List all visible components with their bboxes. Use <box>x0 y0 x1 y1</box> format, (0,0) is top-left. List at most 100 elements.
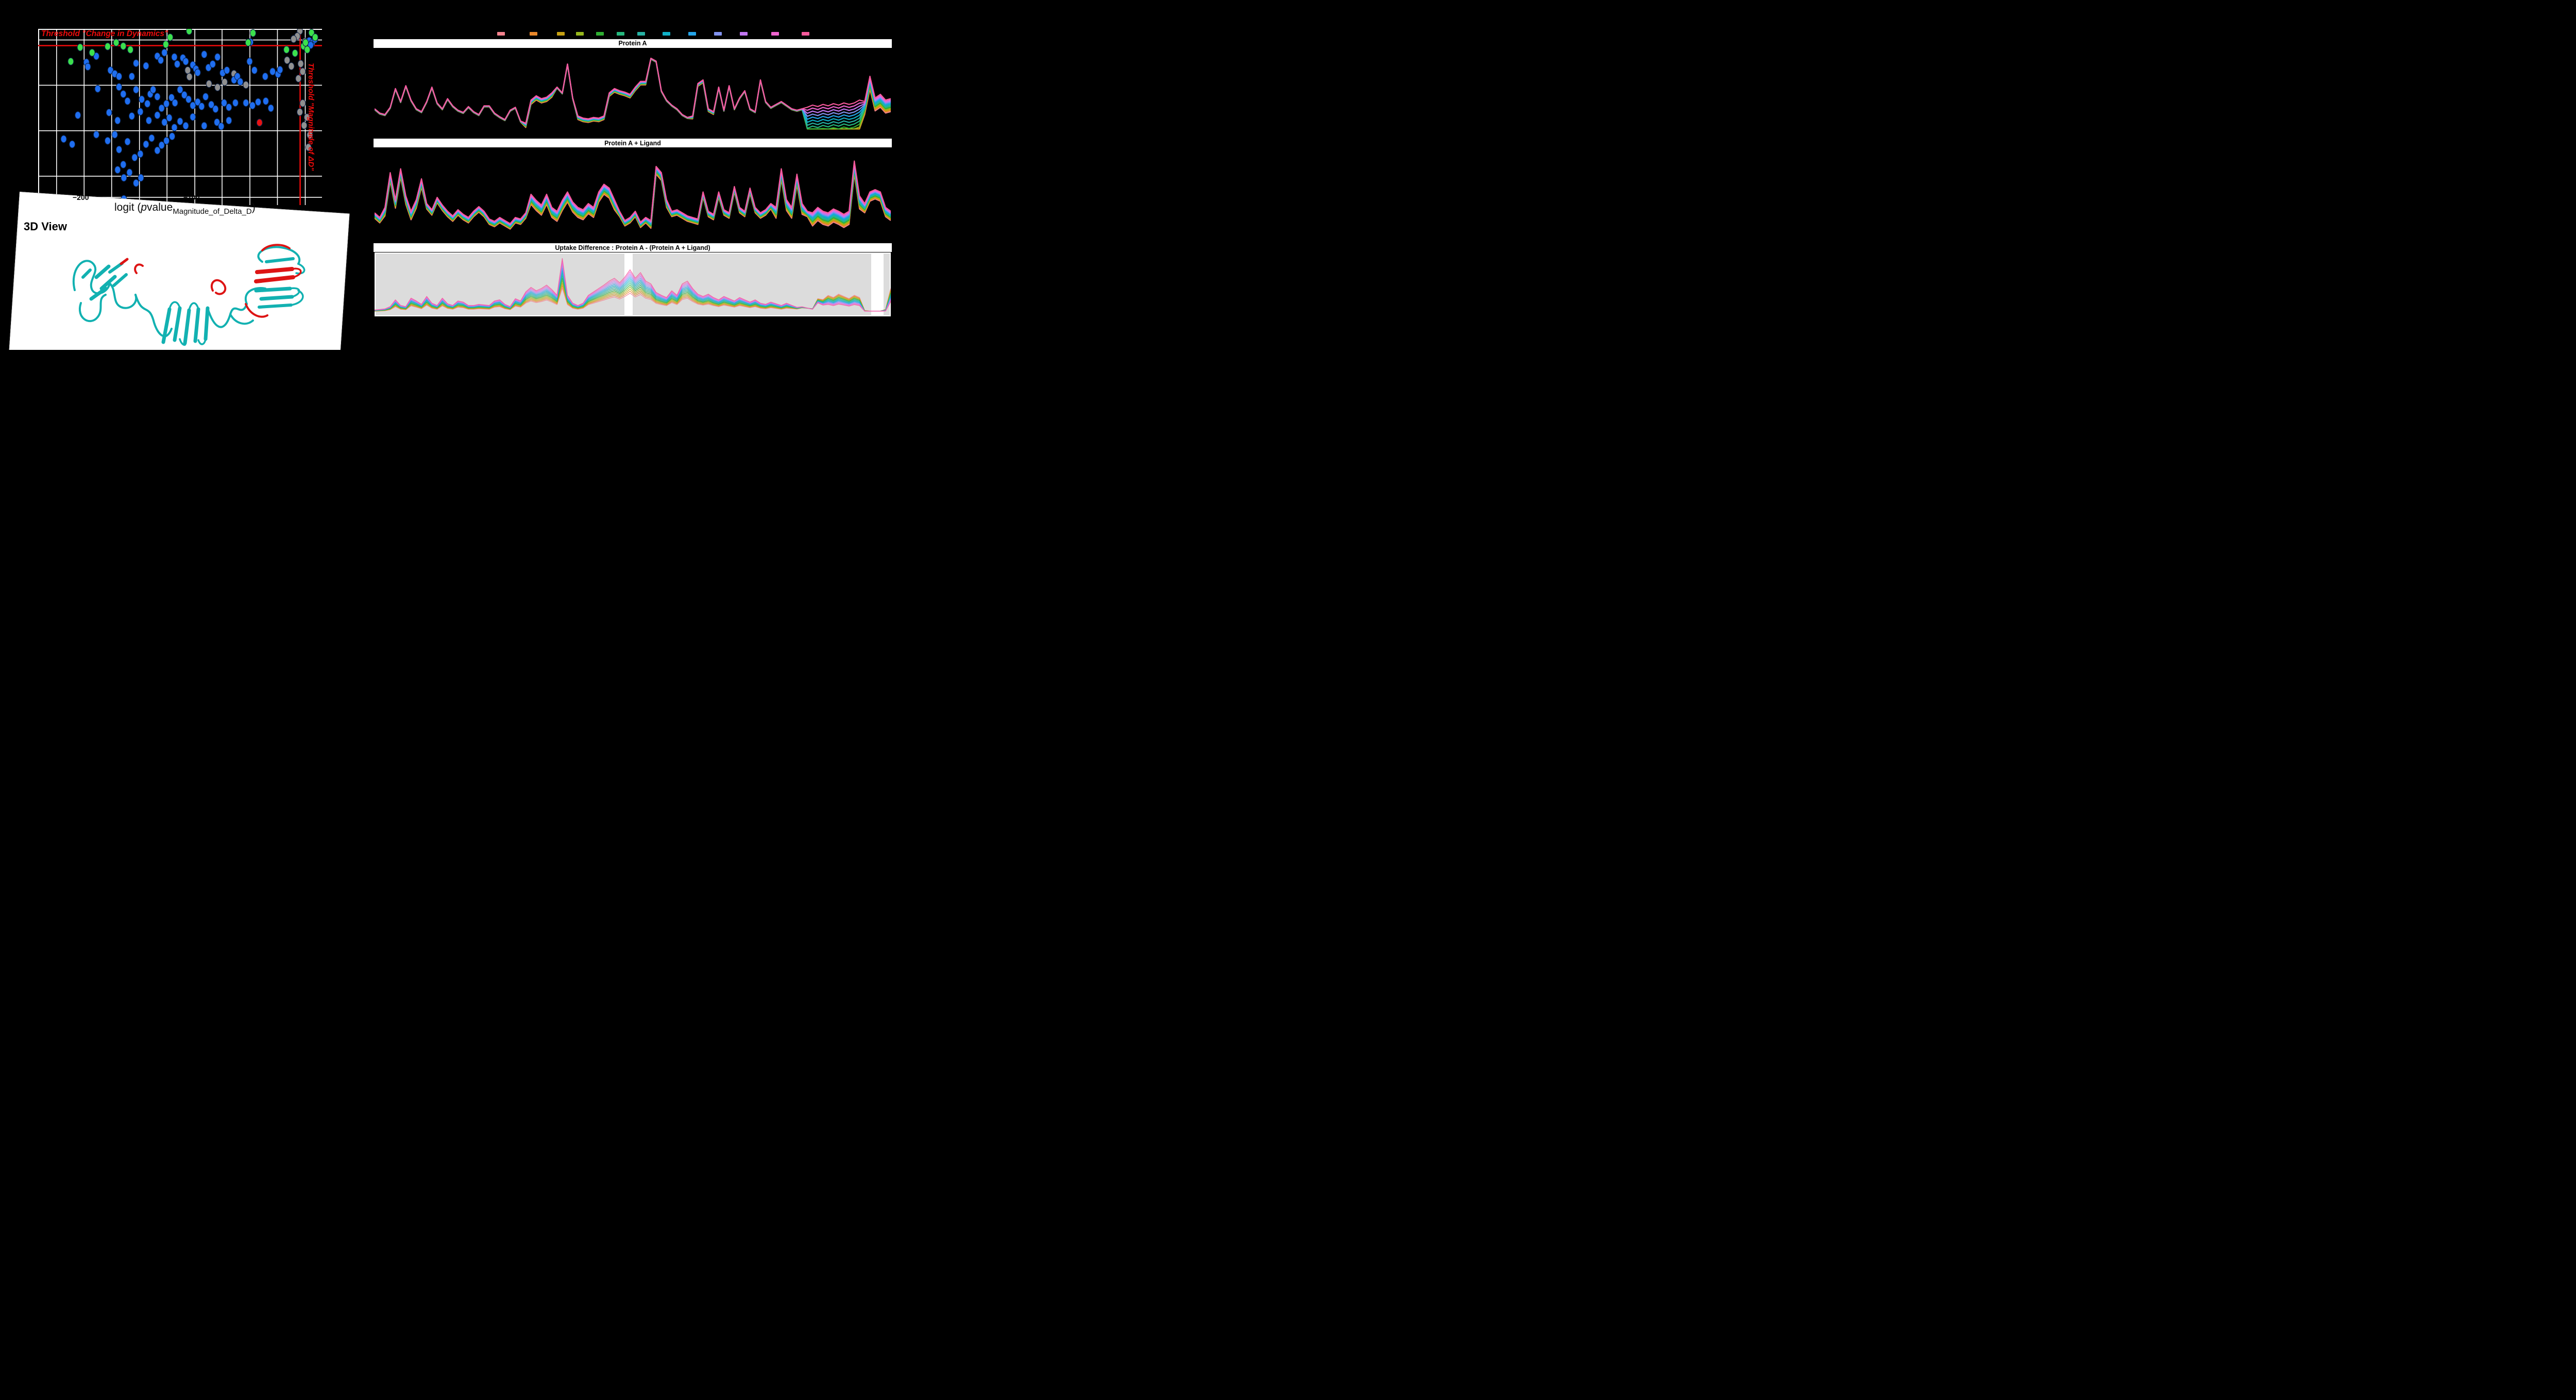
volcano-point-blue[interactable] <box>144 99 151 108</box>
legend-swatch-timepoint[interactable] <box>529 32 537 36</box>
volcano-point-gray[interactable] <box>243 81 249 89</box>
uptake-series-line[interactable] <box>375 160 891 225</box>
volcano-point-blue[interactable] <box>218 122 225 130</box>
volcano-point-blue[interactable] <box>243 99 249 107</box>
volcano-point-green[interactable] <box>292 49 298 57</box>
volcano-point-blue[interactable] <box>221 99 227 107</box>
volcano-point-blue[interactable] <box>137 108 144 116</box>
legend-swatch-timepoint[interactable] <box>616 32 624 36</box>
uptake-series-line[interactable] <box>375 258 891 312</box>
volcano-point-green[interactable] <box>113 39 120 47</box>
volcano-point-blue[interactable] <box>133 86 140 94</box>
volcano-point-gray[interactable] <box>288 62 295 71</box>
volcano-point-green[interactable] <box>120 42 127 50</box>
volcano-point-blue[interactable] <box>208 100 215 109</box>
uptake-series-line[interactable] <box>375 57 891 124</box>
volcano-point-blue[interactable] <box>166 114 173 122</box>
volcano-point-blue[interactable] <box>121 174 127 182</box>
volcano-point-blue[interactable] <box>157 56 164 64</box>
volcano-point-green[interactable] <box>308 29 315 37</box>
volcano-point-blue[interactable] <box>234 72 241 80</box>
uptake-difference-chart[interactable] <box>375 252 891 316</box>
volcano-point-blue[interactable] <box>226 116 232 125</box>
volcano-point-green[interactable] <box>283 45 290 54</box>
volcano-point-blue[interactable] <box>232 99 239 107</box>
volcano-point-blue[interactable] <box>138 174 144 182</box>
volcano-point-blue[interactable] <box>163 99 170 108</box>
volcano-point-blue[interactable] <box>262 97 269 105</box>
legend-swatch-timepoint[interactable] <box>771 32 779 36</box>
volcano-point-blue[interactable] <box>212 105 219 113</box>
volcano-point-blue[interactable] <box>120 160 127 168</box>
volcano-point-green[interactable] <box>302 39 309 47</box>
volcano-point-gray[interactable] <box>186 73 193 81</box>
volcano-point-blue[interactable] <box>143 140 149 148</box>
volcano-point-blue[interactable] <box>161 118 168 126</box>
volcano-point-gray[interactable] <box>305 143 312 151</box>
volcano-point-gray[interactable] <box>284 56 291 64</box>
volcano-point-blue[interactable] <box>169 132 176 141</box>
volcano-point-gray[interactable] <box>303 113 310 122</box>
volcano-point-blue[interactable] <box>154 146 161 155</box>
volcano-point-blue[interactable] <box>145 116 152 125</box>
volcano-point-gray[interactable] <box>221 78 228 86</box>
volcano-point-blue[interactable] <box>84 62 91 71</box>
volcano-point-blue[interactable] <box>143 62 149 70</box>
volcano-point-blue[interactable] <box>158 104 165 112</box>
volcano-point-green[interactable] <box>186 29 193 35</box>
volcano-point-blue[interactable] <box>120 90 127 98</box>
volcano-point-blue[interactable] <box>237 78 244 86</box>
legend-swatch-timepoint[interactable] <box>688 32 696 36</box>
volcano-point-blue[interactable] <box>111 130 118 139</box>
volcano-point-blue[interactable] <box>148 134 155 142</box>
volcano-point-blue[interactable] <box>107 66 114 74</box>
volcano-point-blue[interactable] <box>262 72 268 80</box>
legend-swatch-timepoint[interactable] <box>801 32 809 36</box>
volcano-point-blue[interactable] <box>171 123 178 132</box>
volcano-point-blue[interactable] <box>69 140 76 148</box>
volcano-point-gray[interactable] <box>295 74 302 82</box>
volcano-point-blue[interactable] <box>171 53 178 61</box>
volcano-point-blue[interactable] <box>194 69 201 77</box>
volcano-point-blue[interactable] <box>75 111 81 120</box>
volcano-point-gray[interactable] <box>297 60 304 68</box>
volcano-point-blue[interactable] <box>94 85 101 93</box>
volcano-point-blue[interactable] <box>267 104 274 112</box>
volcano-point-green[interactable] <box>312 33 318 41</box>
volcano-point-blue[interactable] <box>201 122 208 130</box>
volcano-point-blue[interactable] <box>174 60 181 68</box>
volcano-point-blue[interactable] <box>209 60 216 68</box>
volcano-point-blue[interactable] <box>133 59 140 68</box>
volcano-point-blue[interactable] <box>115 83 123 91</box>
volcano-point-blue[interactable] <box>214 118 221 126</box>
volcano-point-gray[interactable] <box>299 68 306 76</box>
volcano-point-blue[interactable] <box>128 112 135 120</box>
volcano-point-blue[interactable] <box>163 137 170 145</box>
volcano-point-blue[interactable] <box>114 116 121 125</box>
legend-swatch-timepoint[interactable] <box>662 32 670 36</box>
volcano-point-blue[interactable] <box>131 154 138 162</box>
volcano-point-blue[interactable] <box>177 86 183 94</box>
volcano-point-green[interactable] <box>127 45 134 54</box>
volcano-point-blue[interactable] <box>93 130 100 139</box>
legend-swatch-timepoint[interactable] <box>596 32 604 36</box>
volcano-point-blue[interactable] <box>154 111 161 120</box>
volcano-point-red[interactable] <box>256 119 263 127</box>
uptake-series-line[interactable] <box>375 263 891 312</box>
volcano-point-blue[interactable] <box>128 72 135 80</box>
volcano-point-green[interactable] <box>304 45 311 54</box>
uptake-chart-protein-a[interactable] <box>375 48 891 137</box>
volcano-point-gray[interactable] <box>214 83 221 92</box>
volcano-point-gray[interactable] <box>290 35 297 43</box>
volcano-point-blue[interactable] <box>124 97 131 105</box>
legend-swatch-timepoint[interactable] <box>575 32 584 36</box>
legend-swatch-timepoint[interactable] <box>556 32 565 36</box>
volcano-point-blue[interactable] <box>246 57 253 65</box>
legend-swatch-timepoint[interactable] <box>739 32 748 36</box>
volcano-point-blue[interactable] <box>251 66 258 74</box>
volcano-point-blue[interactable] <box>255 98 262 106</box>
volcano-point-blue[interactable] <box>104 137 111 145</box>
volcano-point-blue[interactable] <box>190 102 196 110</box>
protein-ribbon-structure[interactable] <box>60 241 330 350</box>
volcano-point-blue[interactable] <box>182 122 189 130</box>
